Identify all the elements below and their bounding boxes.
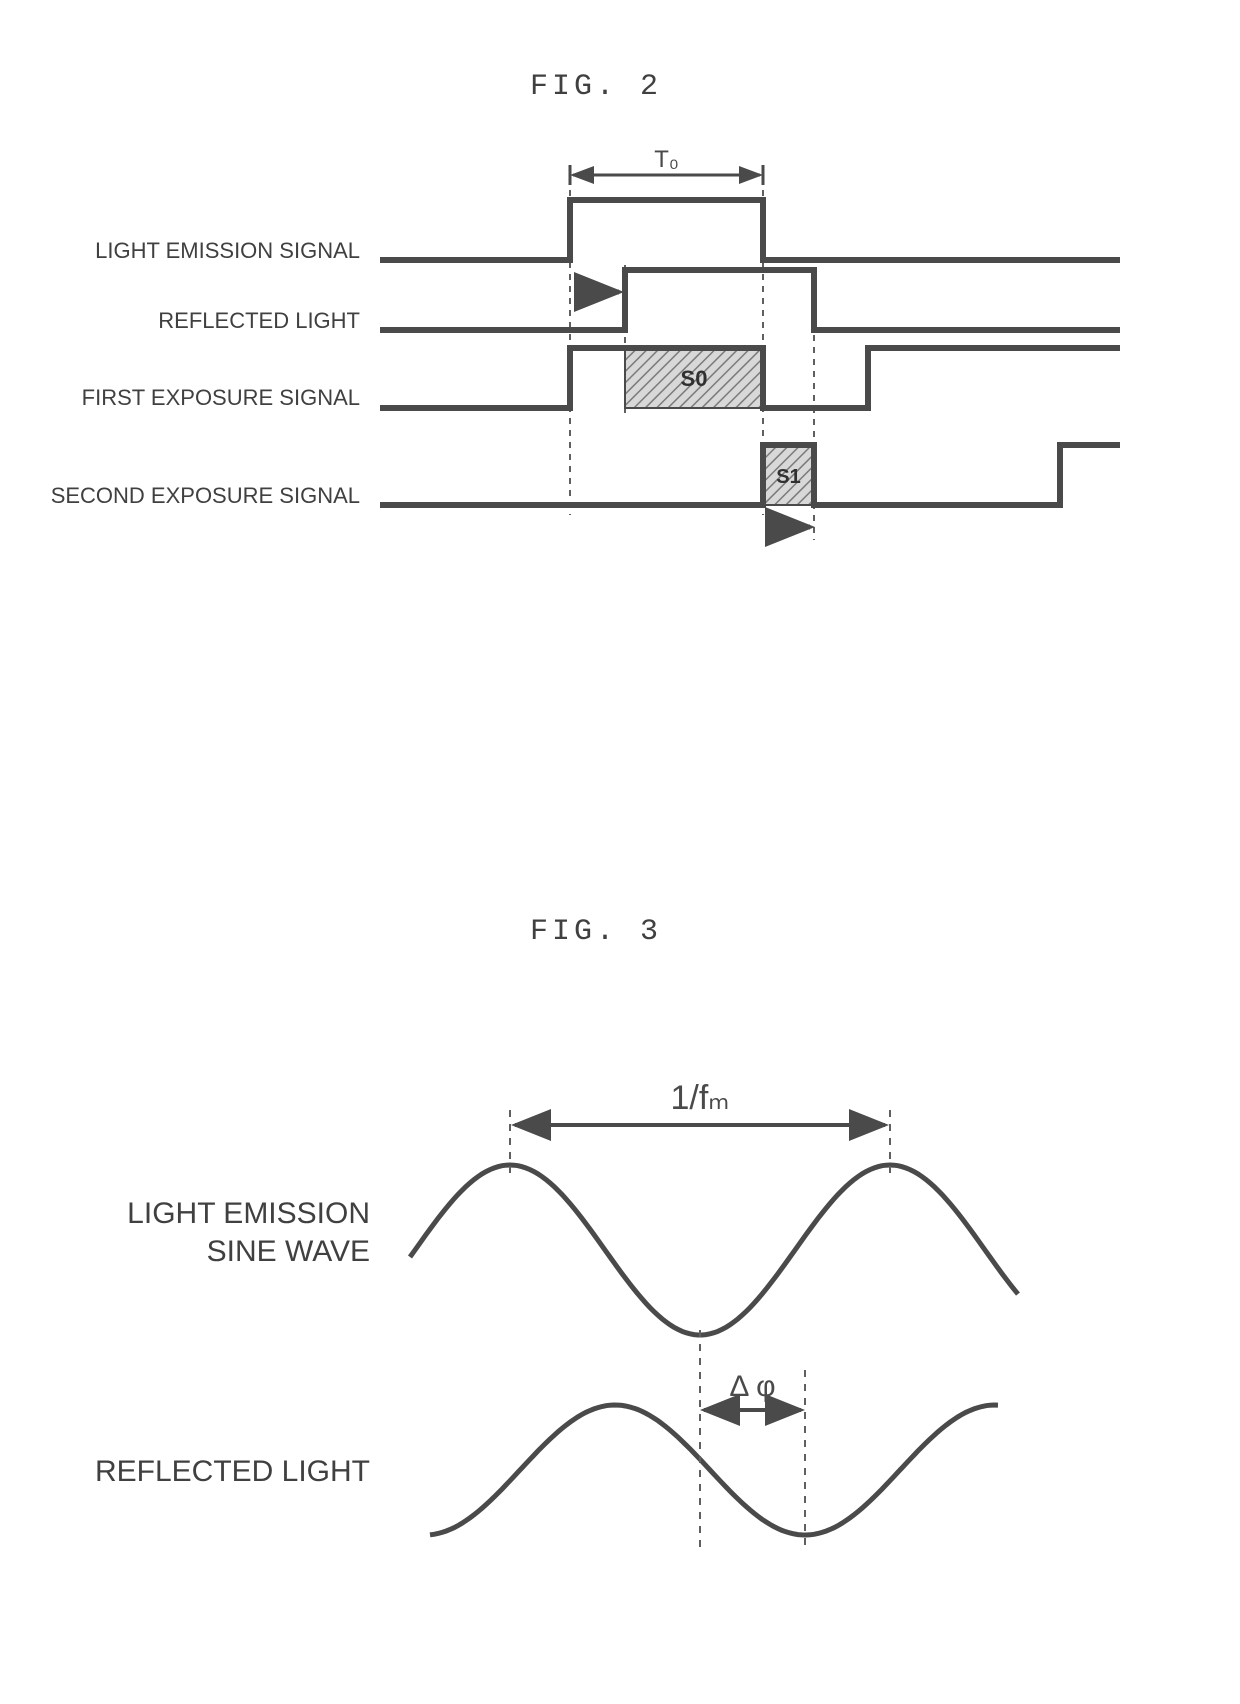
fig3-label-reflected: REFLECTED LIGHT	[40, 1453, 370, 1491]
svg-text:S1: S1	[776, 466, 800, 488]
svg-text:Δ φ: Δ φ	[729, 1370, 775, 1403]
fig3-label-emission: LIGHT EMISSION SINE WAVE	[40, 1195, 370, 1270]
svg-text:S0: S0	[681, 366, 708, 391]
fig2-timing-diagram: T₀ S0 S1	[0, 0, 1200, 600]
fig3-wave-diagram: 1/fₘ Δ φ	[380, 1050, 1120, 1590]
svg-text:T₀: T₀	[654, 146, 679, 173]
svg-text:1/fₘ: 1/fₘ	[671, 1079, 730, 1117]
fig3-title: FIG. 3	[530, 915, 662, 949]
